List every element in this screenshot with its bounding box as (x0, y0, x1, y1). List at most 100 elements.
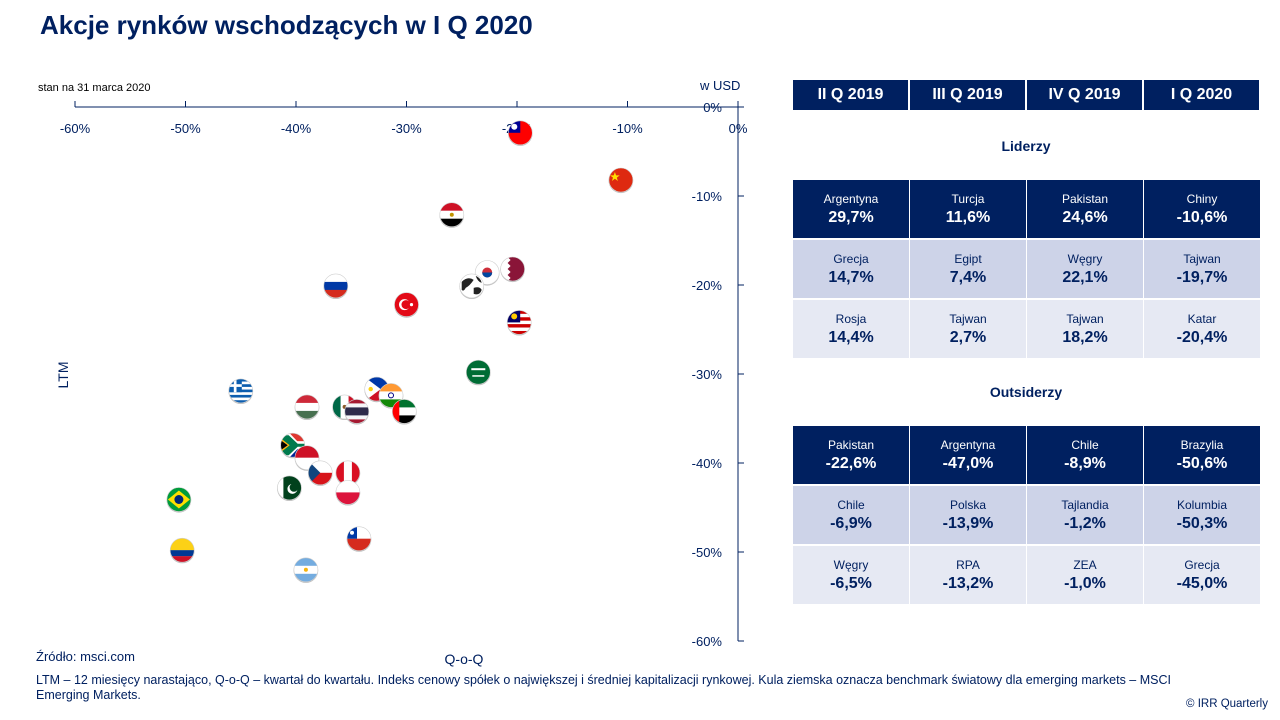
market-name: Tajwan (1183, 251, 1221, 266)
table-cell: Chiny -10,6% (1144, 180, 1260, 238)
table-cell: Katar -20,4% (1144, 300, 1260, 358)
globe-flag-icon (459, 273, 484, 298)
table-cell: Chile -6,9% (793, 486, 909, 544)
data-point-qatar: Katar (500, 256, 525, 283)
south-africa-flag-icon (280, 433, 305, 458)
y-tick-label: -60% (692, 634, 723, 649)
market-name: Rosja (835, 311, 867, 326)
data-point-hungary: Węgry (294, 394, 320, 420)
currency-unit: w USD (700, 78, 741, 93)
scatter-chart: -60%-50%-40%-30%-20%-10%0%0%-10%-20%-30%… (55, 100, 748, 667)
table-cell: Polska -13,9% (910, 486, 1026, 544)
x-tick-label: -10% (612, 121, 643, 136)
market-name: Pakistan (827, 437, 875, 452)
market-value: 14,4% (828, 328, 874, 346)
data-point-egypt: Egipt (439, 202, 465, 228)
y-tick-label: -20% (692, 278, 723, 293)
market-name: Pakistan (1061, 191, 1109, 206)
data-point-czech: Czechy (307, 460, 333, 486)
table-cell: Grecja 14,7% (793, 240, 909, 298)
peru-flag-icon (335, 460, 360, 485)
market-name: Chile (1071, 437, 1099, 452)
table-cell: Tajwan 2,7% (910, 300, 1026, 358)
india-flag-icon (379, 383, 403, 408)
china-flag-icon (608, 168, 633, 192)
as-of-date: stan na 31 marca 2020 (38, 82, 151, 94)
outsiders-table: Pakistan -22,6% Argentyna -47,0% Chile -8,9% B… (793, 426, 1260, 604)
data-point-colombia: Kolumbia (169, 537, 195, 564)
table-cell: Chile -8,9% (1027, 426, 1143, 484)
market-value: 11,6% (945, 208, 991, 226)
market-value: -22,6% (825, 454, 877, 472)
table-cell: Argentyna 29,7% (793, 180, 909, 238)
market-value: -47,0% (942, 454, 994, 472)
russia-flag-icon (323, 273, 348, 298)
table-cell: RPA -13,2% (910, 546, 1026, 604)
x-tick-label: -40% (281, 121, 312, 136)
market-name: Węgry (1067, 251, 1103, 266)
y-axis-title: LTM (55, 362, 71, 389)
market-name: Egipt (954, 251, 982, 266)
data-point-saudi: Arabia Saudyjska (465, 359, 491, 386)
x-tick-label: -30% (391, 121, 422, 136)
poland-flag-icon (335, 480, 360, 505)
colombia-flag-icon (170, 538, 195, 563)
table-cell: Egipt 7,4% (910, 240, 1026, 298)
table-cell: Węgry 22,1% (1027, 240, 1143, 298)
leaders-title: Liderzy (1001, 138, 1051, 154)
argentina-flag-icon (293, 557, 318, 582)
y-tick-label: -10% (692, 189, 723, 204)
data-point-uae: ZEA (391, 399, 417, 425)
market-name: Brazylia (1180, 437, 1224, 452)
turkey-flag-icon (394, 292, 419, 317)
x-tick-label: -50% (170, 121, 201, 136)
outsiders-title: Outsiderzy (989, 384, 1063, 400)
market-value: -19,7% (1176, 268, 1228, 286)
pakistan-flag-icon (277, 475, 302, 500)
table-cell: Brazylia -50,6% (1144, 426, 1260, 484)
footnote: LTM – 12 miesięcy narastająco, Q-o-Q – k… (36, 673, 1171, 702)
greece-flag-icon (228, 378, 253, 403)
market-value: -1,0% (1064, 574, 1106, 592)
data-point-taiwan: Tajwan (507, 120, 533, 146)
data-point-malaysia: Malezja (506, 310, 532, 336)
data-point-thailand: Tajlandia (344, 399, 370, 425)
data-point-russia: Rosja (323, 273, 349, 299)
table-cell: Rosja 14,4% (793, 300, 909, 358)
market-value: -13,2% (942, 574, 994, 592)
table-cell: ZEA -1,0% (1027, 546, 1143, 604)
table-cell: Tajwan 18,2% (1027, 300, 1143, 358)
market-name: Chiny (1186, 191, 1218, 206)
table-cell: Pakistan -22,6% (793, 426, 909, 484)
market-name: Tajwan (949, 311, 987, 326)
data-point-brazil: Brazylia (166, 487, 192, 513)
table-cell: Pakistan 24,6% (1027, 180, 1143, 238)
data-point-turkey: Turcja (394, 292, 419, 318)
market-value: 2,7% (949, 328, 987, 346)
market-value: -6,9% (830, 514, 872, 532)
table-cell: Turcja 11,6% (910, 180, 1026, 238)
malaysia-flag-icon (507, 310, 532, 335)
market-name: Polska (949, 497, 987, 512)
y-tick-label: -50% (692, 545, 723, 560)
data-point-argentina: Argentyna (293, 557, 319, 583)
data-point-chile: Chile (346, 526, 372, 552)
data-point-poland: Polska (335, 480, 361, 506)
market-name: Chile (837, 497, 865, 512)
y-tick-label: -40% (692, 456, 723, 471)
table-cell: Argentyna -47,0% (910, 426, 1026, 484)
market-value: -50,6% (1176, 454, 1228, 472)
market-name: Kolumbia (1176, 497, 1228, 512)
market-value: -50,3% (1176, 514, 1228, 532)
market-name: Argentyna (940, 437, 996, 452)
uae-flag-icon (392, 399, 417, 424)
market-value: -20,4% (1176, 328, 1228, 346)
x-tick-label: -60% (60, 121, 91, 136)
quarter-header: III Q 2019 (910, 80, 1025, 110)
table-cell: Grecja -45,0% (1144, 546, 1260, 604)
brazil-flag-icon (166, 487, 191, 512)
table-cell: Kolumbia -50,3% (1144, 486, 1260, 544)
market-value: -1,2% (1064, 514, 1106, 532)
y-tick-label: -30% (692, 367, 723, 382)
quarter-header: IV Q 2019 (1027, 80, 1142, 110)
